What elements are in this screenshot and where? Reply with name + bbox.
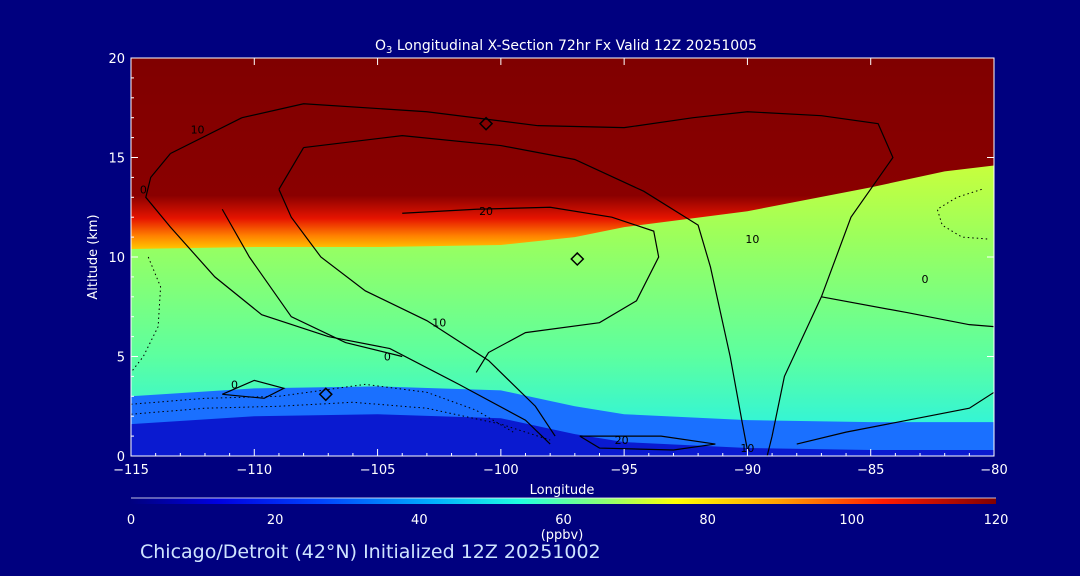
contour-line-5 (221, 208, 403, 358)
colorbar-gradient (131, 498, 996, 504)
contour-labels: 10 0 20 10 0 10 0 0 20 10 (140, 124, 929, 455)
x-tick-label: −90 (734, 463, 761, 478)
y-tick-label: 15 (108, 152, 125, 167)
chart-title-subscript: 3 (386, 45, 392, 56)
colorbar-tick-label: 60 (555, 513, 572, 528)
x-tick-label: −110 (236, 463, 272, 478)
contour-label-1: 0 (140, 183, 147, 196)
contour-extremum-0 (570, 251, 585, 267)
colorbar-tick-label: 80 (699, 513, 716, 528)
contour-extremum-2 (318, 387, 333, 402)
y-tick-label: 5 (117, 351, 125, 366)
contour-label-7: 0 (231, 378, 238, 391)
contour-label-2: 20 (479, 205, 493, 218)
stratosphere-band (131, 58, 994, 250)
chart-title: O3 Longitudinal X-Section 72hr Fx Valid … (375, 38, 757, 56)
colorbar-ticks: 0 20 40 60 80 100 120 (127, 513, 1009, 528)
contour-label-5: 10 (432, 317, 446, 330)
colorbar-tick-label: 120 (984, 513, 1009, 528)
footer-caption: Chicago/Detroit (42°N) Initialized 12Z 2… (140, 541, 601, 563)
contour-line-11 (221, 379, 286, 399)
dashed-contour-line-1 (131, 383, 514, 433)
contour-line-6 (278, 189, 556, 437)
contour-line-10 (579, 435, 716, 451)
y-axis-label: Altitude (km) (86, 214, 101, 299)
x-tick-label: −80 (980, 463, 1007, 478)
x-axis-label: Longitude (530, 483, 595, 498)
contour-label-3: 10 (745, 233, 759, 246)
x-tick-label: −100 (483, 463, 519, 478)
contour-label-6: 0 (384, 350, 391, 363)
contour-label-8: 20 (615, 434, 629, 447)
x-tick-label: −115 (113, 463, 149, 478)
x-tick-label: −105 (360, 463, 396, 478)
dashed-contour-line-2 (131, 256, 162, 373)
colorbar-tick-label: 40 (411, 513, 428, 528)
y-axis: 0 5 10 15 20 (108, 52, 994, 465)
contour-line-9 (796, 391, 994, 445)
colorbar-tick-label: 100 (839, 513, 864, 528)
colorbar-unit: (ppbv) (541, 528, 584, 543)
colorbar: 0 20 40 60 80 100 120 (ppbv) (127, 497, 1009, 543)
contour-line-8 (821, 296, 994, 328)
x-tick-label: −95 (610, 463, 637, 478)
surface-layer-band (131, 414, 994, 456)
contour-extremum-1 (479, 116, 494, 131)
plot-area: 10 0 20 10 0 10 0 0 20 10 (131, 58, 994, 456)
contour-line-2 (278, 147, 305, 190)
contour-label-9: 10 (740, 442, 754, 455)
colorbar-tick-label: 0 (127, 513, 135, 528)
contour-line-0 (241, 103, 894, 456)
contour-line-1 (303, 135, 749, 451)
contour-label-0: 10 (191, 124, 205, 137)
x-tick-label: −85 (857, 463, 884, 478)
y-tick-label: 20 (108, 52, 125, 67)
contour-lines (131, 103, 994, 456)
chart-title-prefix: O (375, 38, 386, 54)
contour-label-4: 0 (921, 273, 928, 286)
contour-line-7 (402, 206, 660, 373)
x-axis: −115 −110 −105 −100 −95 −90 −85 −80 (113, 58, 1008, 478)
y-tick-label: 10 (108, 251, 125, 266)
y-tick-label: 0 (117, 450, 125, 465)
chart-title-rest: Longitudinal X-Section 72hr Fx Valid 12Z… (392, 38, 757, 54)
contour-line-4 (145, 153, 551, 445)
contour-line-3 (170, 117, 243, 155)
colorbar-tick-label: 20 (267, 513, 284, 528)
